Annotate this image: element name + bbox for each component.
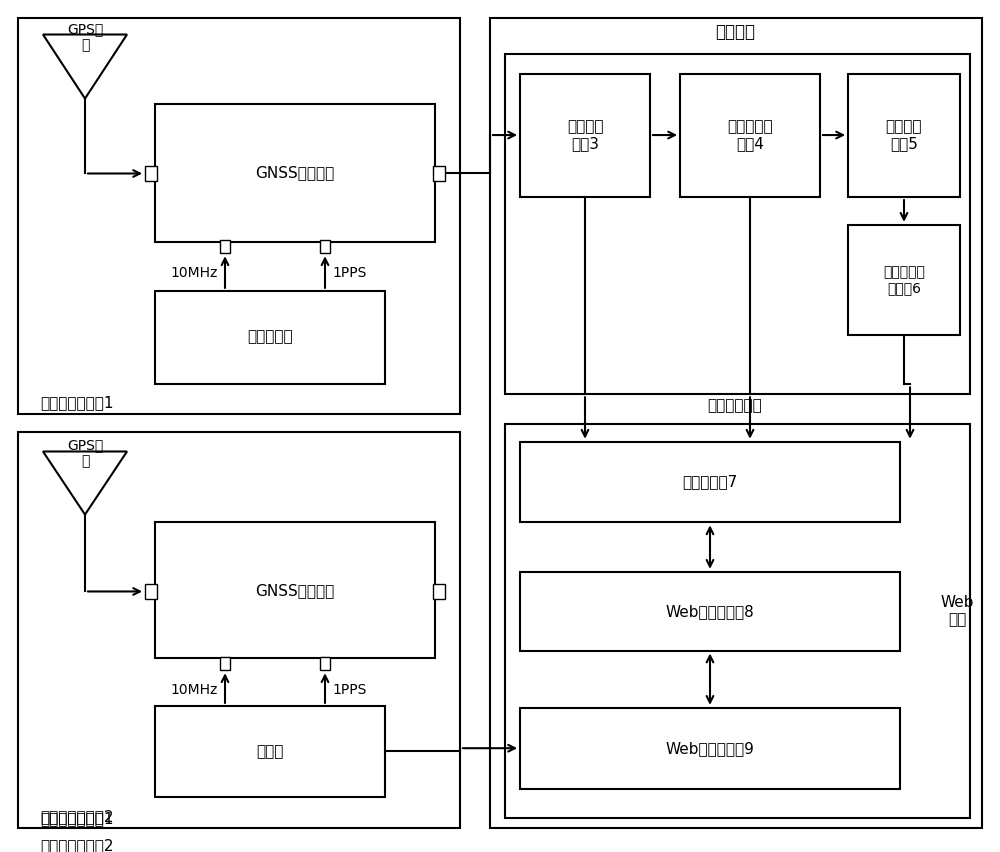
Text: Web
系统: Web 系统 xyxy=(940,595,974,627)
Polygon shape xyxy=(43,452,127,515)
Bar xyxy=(18,18,460,414)
Text: 10MHz: 10MHz xyxy=(171,266,218,280)
Text: 数据采集
模块3: 数据采集 模块3 xyxy=(567,118,603,152)
Bar xyxy=(520,441,900,522)
Text: 时间源: 时间源 xyxy=(256,744,284,758)
Text: GNSS观测设备: GNSS观测设备 xyxy=(255,583,335,598)
Text: 客户站观测系瀇2: 客户站观测系瀇2 xyxy=(40,809,114,824)
Bar xyxy=(155,291,385,384)
Bar xyxy=(155,103,435,241)
Bar xyxy=(520,708,900,789)
Text: GPS天: GPS天 xyxy=(67,439,103,452)
Text: 客户站观测系瀇2: 客户站观测系瀇2 xyxy=(40,838,114,852)
Text: 线: 线 xyxy=(81,38,89,52)
Bar xyxy=(220,657,230,671)
Text: 1PPS: 1PPS xyxy=(332,266,366,280)
Bar xyxy=(145,165,157,181)
Bar xyxy=(433,165,445,181)
Bar xyxy=(848,225,960,335)
Bar xyxy=(220,239,230,253)
Bar xyxy=(320,239,330,253)
Bar xyxy=(505,55,970,394)
Bar xyxy=(18,432,460,828)
Text: 数据处理单元: 数据处理单元 xyxy=(708,399,762,413)
Text: 比对结果返
回模块6: 比对结果返 回模块6 xyxy=(883,265,925,295)
Text: 数据库单典7: 数据库单典7 xyxy=(682,475,738,490)
Bar xyxy=(520,572,900,651)
Text: 服务系统: 服务系统 xyxy=(715,22,755,41)
Bar xyxy=(145,584,157,599)
Text: GPS天: GPS天 xyxy=(67,22,103,37)
Polygon shape xyxy=(43,34,127,99)
Bar xyxy=(490,18,982,828)
Bar xyxy=(433,584,445,599)
Bar xyxy=(155,705,385,797)
Text: Web客户端单典9: Web客户端单典9 xyxy=(666,740,754,756)
Text: 标准时间源: 标准时间源 xyxy=(247,330,293,345)
Bar xyxy=(155,522,435,659)
Text: 10MHz: 10MHz xyxy=(171,683,218,697)
Bar xyxy=(680,74,820,197)
Text: GNSS观测设备: GNSS观测设备 xyxy=(255,165,335,180)
Text: 中心站观测系瀇1: 中心站观测系瀇1 xyxy=(40,394,114,410)
Text: 中心站观测系瀇1: 中心站观测系瀇1 xyxy=(40,811,114,826)
Bar xyxy=(848,74,960,197)
Bar xyxy=(505,424,970,818)
Bar xyxy=(320,657,330,671)
Bar xyxy=(520,74,650,197)
Text: 线: 线 xyxy=(81,454,89,469)
Text: 数据比对
模块5: 数据比对 模块5 xyxy=(886,118,922,152)
Text: 数据预处理
模块4: 数据预处理 模块4 xyxy=(727,118,773,152)
Text: Web服务器单典8: Web服务器单典8 xyxy=(666,604,754,619)
Text: 1PPS: 1PPS xyxy=(332,683,366,697)
